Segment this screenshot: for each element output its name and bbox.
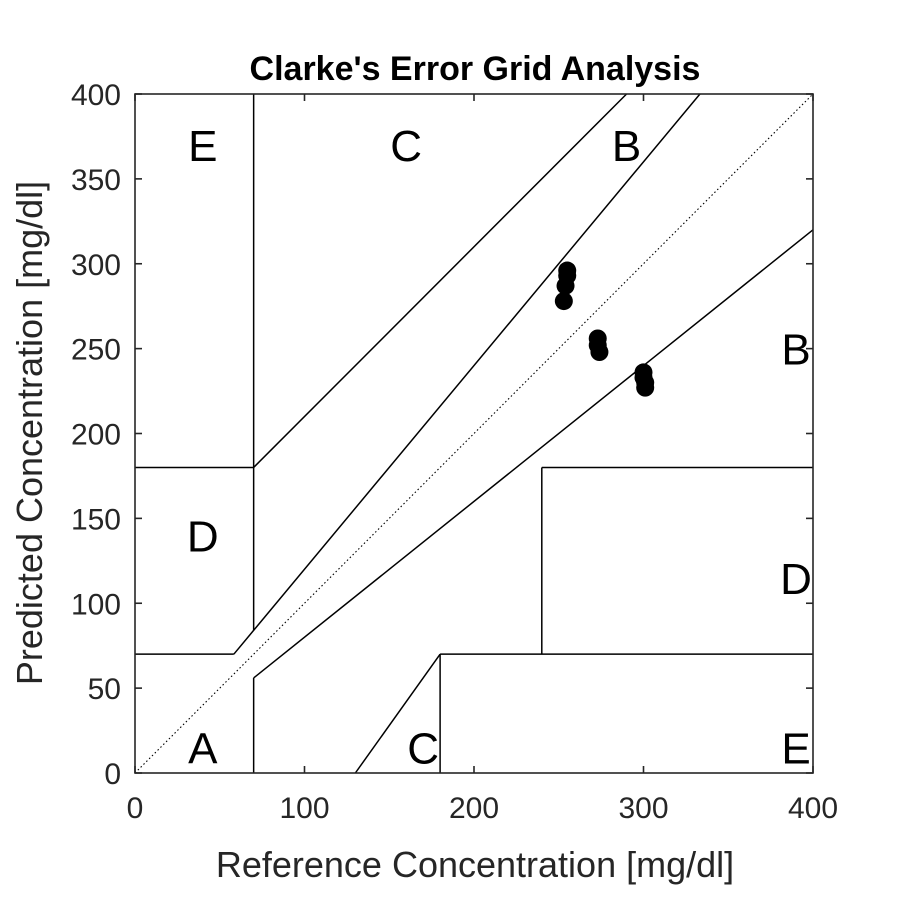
zone-label-b: B (612, 122, 641, 171)
plot-area: E C B B D D A C E 0 100 200 300 400 0 50 100 150 200 250 300… (71, 79, 838, 825)
zone-label-b: B (781, 326, 810, 375)
x-tick-label: 400 (788, 792, 838, 825)
y-tick-label: 250 (71, 334, 121, 367)
y-tick-label: 100 (71, 588, 121, 621)
y-tick-label: 300 (71, 249, 121, 282)
y-tick-label: 200 (71, 419, 121, 452)
zone-label-e: E (781, 725, 810, 774)
data-point (636, 378, 655, 397)
zone-label-c: C (390, 122, 422, 171)
y-tick-label: 50 (88, 673, 121, 706)
data-point (590, 343, 609, 362)
x-tick-label: 100 (279, 792, 329, 825)
x-tick-label: 200 (449, 792, 499, 825)
x-axis-label: Reference Concentration [mg/dl] (216, 844, 734, 885)
zone-boundary-line (253, 93, 628, 468)
reference-diagonal-line (134, 93, 814, 774)
zone-label-c: C (407, 725, 439, 774)
zone-label-d: D (780, 555, 812, 604)
zone-label-a: A (188, 725, 218, 774)
data-point (556, 276, 575, 295)
zone-label-d: D (187, 512, 219, 561)
zone-boundary-line (233, 93, 701, 655)
data-point (554, 292, 573, 311)
y-tick-label: 400 (71, 79, 121, 112)
plot-frame (134, 93, 814, 774)
zone-label-e: E (188, 122, 217, 171)
x-tick-label: 300 (618, 792, 668, 825)
y-tick-label: 0 (104, 758, 121, 791)
y-axis-label: Predicted Concentration [mg/dl] (9, 181, 50, 685)
zone-boundary-line (354, 653, 441, 774)
zone-boundary-line (253, 229, 814, 679)
y-tick-label: 350 (71, 164, 121, 197)
y-tick-label: 150 (71, 503, 121, 536)
chart-title: Clarke's Error Grid Analysis (250, 50, 701, 88)
x-tick-label: 0 (127, 792, 144, 825)
